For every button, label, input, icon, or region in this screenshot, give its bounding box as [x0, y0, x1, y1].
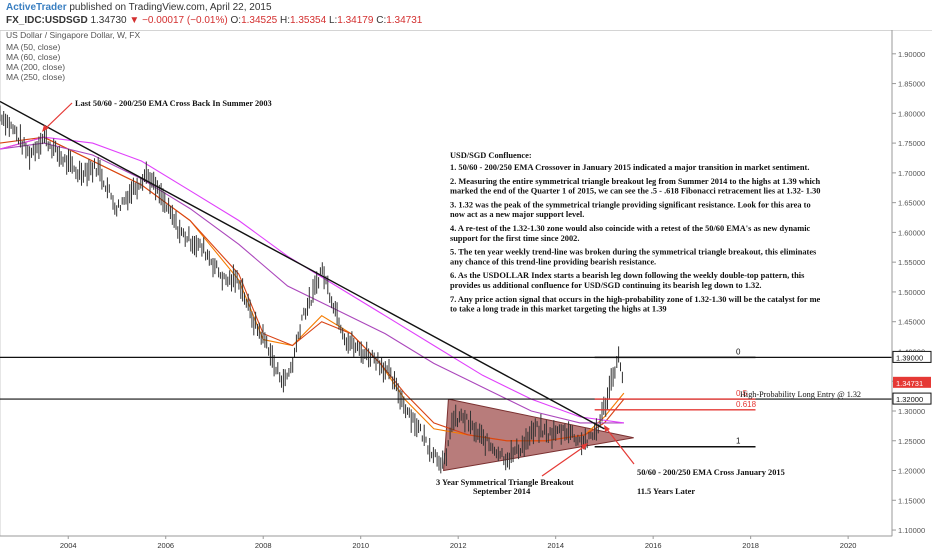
price-tick-label: 1.20000: [898, 467, 925, 476]
time-tick-label: 2012: [450, 541, 467, 550]
price-tick-label: 1.70000: [898, 169, 925, 178]
confluence-line: 4. A re-test of the 1.32-1.30 zone would…: [450, 224, 811, 233]
arrow-triangle: [541, 445, 586, 477]
price-tag-139: 1.39000: [892, 350, 932, 363]
confluence-line: 2. Measuring the entire symmetrical tria…: [450, 177, 821, 186]
price-tick-label: 1.45000: [898, 318, 925, 327]
time-tick-label: 2006: [157, 541, 174, 550]
price-tick-label: 1.90000: [898, 50, 925, 59]
price-tick-label: 1.85000: [898, 80, 925, 89]
price-tick-label: 1.75000: [898, 139, 925, 148]
publisher-name[interactable]: ActiveTrader: [6, 2, 67, 13]
fib-label-05: 0.5: [736, 389, 748, 398]
arrow-cross-2015: [605, 427, 635, 465]
annotation-entry: High-Probability Long Entry @ 1.32: [740, 390, 861, 399]
time-tick-label: 2018: [742, 541, 759, 550]
price-tag-box: [893, 376, 931, 388]
fib-label-0: 0: [736, 347, 741, 356]
close-label: C:: [376, 15, 387, 26]
chart-legend: US Dollar / Singapore Dollar, W, FX MA (…: [6, 30, 140, 82]
annotation-cross-2015: 50/60 - 200/250 EMA Cross January 2015: [637, 468, 785, 477]
price-tick-label: 1.65000: [898, 199, 925, 208]
time-tick-label: 2020: [840, 541, 857, 550]
price-tag-box: [892, 392, 932, 405]
price-tick-label: 1.80000: [898, 109, 925, 118]
high-value: 1.35354: [290, 15, 327, 26]
price-tag-last: 1.34731: [893, 376, 931, 388]
time-tick-label: 2016: [645, 541, 662, 550]
arrowhead-cross-2015: [604, 425, 610, 432]
price-tick-label: 1.60000: [898, 228, 925, 237]
confluence-line: 7. Any price action signal that occurs i…: [450, 295, 821, 304]
down-arrow-icon: ▼: [129, 15, 140, 26]
confluence-line: to take a long trade in this market targ…: [450, 305, 667, 314]
confluence-line: any chance of this trend-line providing …: [450, 257, 656, 266]
confluence-title: USD/SGD Confluence:: [450, 151, 532, 160]
time-tick-label: 2014: [547, 541, 564, 550]
price-tick-label: 1.15000: [898, 496, 925, 505]
arrowhead-triangle: [581, 443, 588, 450]
legend-item-ma250[interactable]: MA (250, close): [6, 72, 65, 82]
confluence-line: 6. As the USDOLLAR Index starts a bearis…: [450, 271, 805, 280]
low-value: 1.34179: [337, 15, 374, 26]
published-text: published on TradingView.com, April 22, …: [69, 2, 272, 13]
high-label: H:: [280, 15, 290, 26]
price-chart[interactable]: US Dollar / Singapore Dollar, W, FX MA (…: [0, 30, 932, 550]
arrowhead-cross-2003: [42, 125, 49, 132]
price-tick-label: 1.30000: [898, 407, 925, 416]
time-tick-label: 2008: [255, 541, 272, 550]
price-bars[interactable]: [0, 105, 623, 474]
annotation-triangle-line1: 3 Year Symmetrical Triangle Breakout: [436, 478, 574, 487]
confluence-line: 1. 50/60 - 200/250 EMA Crossover in Janu…: [450, 163, 809, 172]
legend-item-ma200[interactable]: MA (200, close): [6, 62, 65, 72]
ten-year-trendline[interactable]: [0, 100, 605, 430]
fib-label-1: 1: [736, 437, 741, 446]
symbol-line: FX_IDC:USDSGD 1.34730 ▼ −0.00017 (−0.01%…: [6, 15, 422, 26]
fib-label-0618: 0.618: [736, 400, 757, 409]
low-label: L:: [328, 15, 338, 26]
annotation-cross-2003: Last 50/60 - 200/250 EMA Cross Back In S…: [75, 99, 272, 108]
close-value: 1.34731: [386, 15, 423, 26]
time-tick-label: 2010: [352, 541, 369, 550]
time-tick-label: 2004: [60, 541, 77, 550]
price-change: −0.00017 (−0.01%): [142, 15, 228, 26]
annotation-triangle-line2: September 2014: [473, 487, 531, 496]
price-tag-label: 1.32000: [896, 395, 923, 404]
arrow-cross-2003: [44, 102, 73, 130]
last-price: 1.34730: [90, 15, 127, 26]
price-tag-label: 1.34731: [896, 379, 923, 388]
confluence-line: 5. The ten year weekly trend-line was br…: [450, 248, 817, 257]
legend-item-ma60[interactable]: MA (60, close): [6, 52, 60, 62]
symbol-name: FX_IDC:USDSGD: [6, 15, 88, 26]
confluence-line: marked the end of the Quarter 1 of 2015,…: [450, 187, 820, 196]
legend-item-ma50[interactable]: MA (50, close): [6, 42, 60, 52]
open-label: O:: [230, 15, 242, 26]
confluence-line: 3. 1.32 was the peak of the symmetrical …: [450, 200, 811, 209]
price-axis[interactable]: 1.100001.150001.200001.250001.300001.350…: [891, 30, 932, 536]
price-tag-box: [892, 350, 932, 363]
header-bar: ActiveTrader published on TradingView.co…: [0, 0, 932, 30]
price-tag-label: 1.39000: [896, 353, 923, 362]
confluence-line: now act as a new major support level.: [450, 210, 584, 219]
price-tag-132: 1.32000: [892, 392, 932, 405]
confluence-notes: 1. 50/60 - 200/250 EMA Crossover in Janu…: [450, 163, 821, 314]
ma-line-2[interactable]: [0, 142, 624, 424]
annotations: Last 50/60 - 200/250 EMA Cross Back In S…: [42, 99, 861, 496]
legend-title: US Dollar / Singapore Dollar, W, FX: [6, 30, 140, 40]
price-tick-label: 1.55000: [898, 258, 925, 267]
confluence-line: provides us additional confluence for US…: [450, 281, 761, 290]
price-tick-label: 1.25000: [898, 437, 925, 446]
price-tick-label: 1.50000: [898, 288, 925, 297]
confluence-line: support for the first time since 2002.: [450, 234, 579, 243]
price-tick-label: 1.10000: [898, 526, 925, 535]
price-series: [0, 105, 623, 474]
chart-background: [0, 30, 932, 550]
fibonacci-levels: 0 0.5 0.618 1: [594, 347, 757, 448]
annotation-years-later: 11.5 Years Later: [637, 487, 695, 496]
time-axis[interactable]: 2004 2006 2008 2010 2012 2014 2016 2018 2020: [0, 535, 892, 550]
open-value: 1.34525: [241, 15, 278, 26]
publisher-line: ActiveTrader published on TradingView.co…: [6, 2, 272, 13]
